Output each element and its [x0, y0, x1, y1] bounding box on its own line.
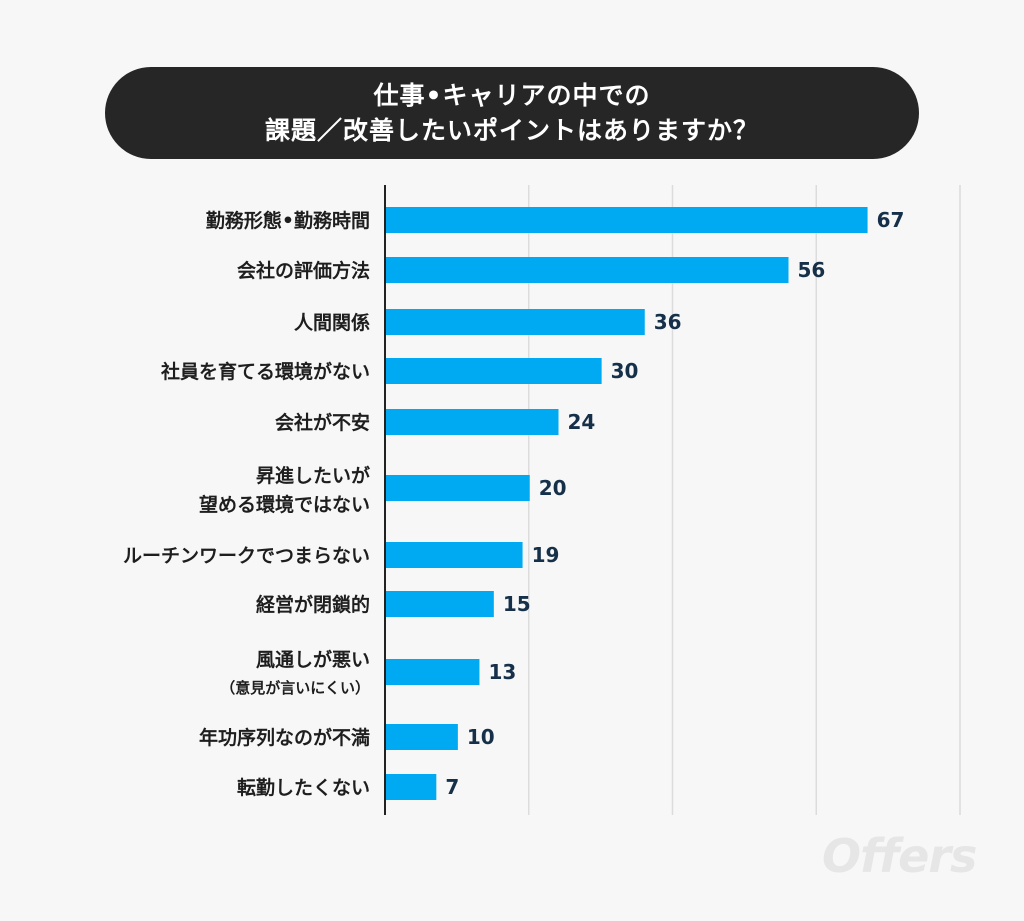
- category-label: 経営が閉鎖的: [256, 593, 370, 616]
- category-label-line-2: 望める環境ではない: [199, 493, 370, 516]
- category-label: 人間関係: [294, 311, 370, 334]
- category-label: 勤務形態•勤務時間: [206, 209, 370, 232]
- value-label: 24: [568, 410, 596, 434]
- value-label: 67: [877, 208, 905, 232]
- chart-title-line-2: 課題／改善したいポイントはありますか？: [264, 116, 759, 145]
- category-label: 社員を育てる環境がない: [160, 360, 370, 383]
- category-label: 会社の評価方法: [237, 259, 370, 282]
- category-label-line-2: （意見が言いにくい）: [220, 679, 370, 697]
- bar: [386, 724, 458, 750]
- value-label: 7: [445, 775, 459, 799]
- category-label: 昇進したいが: [256, 464, 370, 487]
- bar: [386, 591, 494, 617]
- value-label: 30: [611, 359, 639, 383]
- bars: [386, 207, 868, 800]
- bar: [386, 659, 480, 685]
- bar: [386, 542, 523, 568]
- chart-title-line-1: 仕事•キャリアの中での: [373, 81, 651, 110]
- category-label: 会社が不安: [275, 411, 370, 434]
- bar: [386, 257, 789, 283]
- bar: [386, 774, 437, 800]
- category-label: ルーチンワークでつまらない: [123, 545, 370, 567]
- bar: [386, 309, 645, 335]
- value-label: 10: [467, 725, 495, 749]
- value-labels: 67 56 36 30 24 20 19 15 13 10 7: [445, 208, 904, 799]
- bar: [386, 207, 868, 233]
- value-label: 13: [488, 660, 516, 684]
- category-labels: 勤務形態•勤務時間会社の評価方法人間関係社員を育てる環境がない会社が不安昇進した…: [123, 209, 370, 799]
- value-label: 56: [798, 258, 826, 282]
- bar: [386, 358, 602, 384]
- category-label: 年功序列なのが不満: [199, 726, 370, 749]
- category-label: 風通しが悪い: [256, 648, 370, 671]
- value-label: 20: [539, 476, 567, 500]
- category-label: 転勤したくない: [237, 776, 370, 799]
- value-label: 19: [532, 543, 560, 567]
- bar: [386, 409, 559, 435]
- value-label: 15: [503, 592, 531, 616]
- chart-title: 仕事•キャリアの中での 課題／改善したいポイントはありますか？: [105, 67, 919, 159]
- gridlines: [528, 185, 961, 815]
- bar: [386, 475, 530, 501]
- offers-watermark-logo: Offers: [822, 829, 977, 883]
- value-label: 36: [654, 310, 682, 334]
